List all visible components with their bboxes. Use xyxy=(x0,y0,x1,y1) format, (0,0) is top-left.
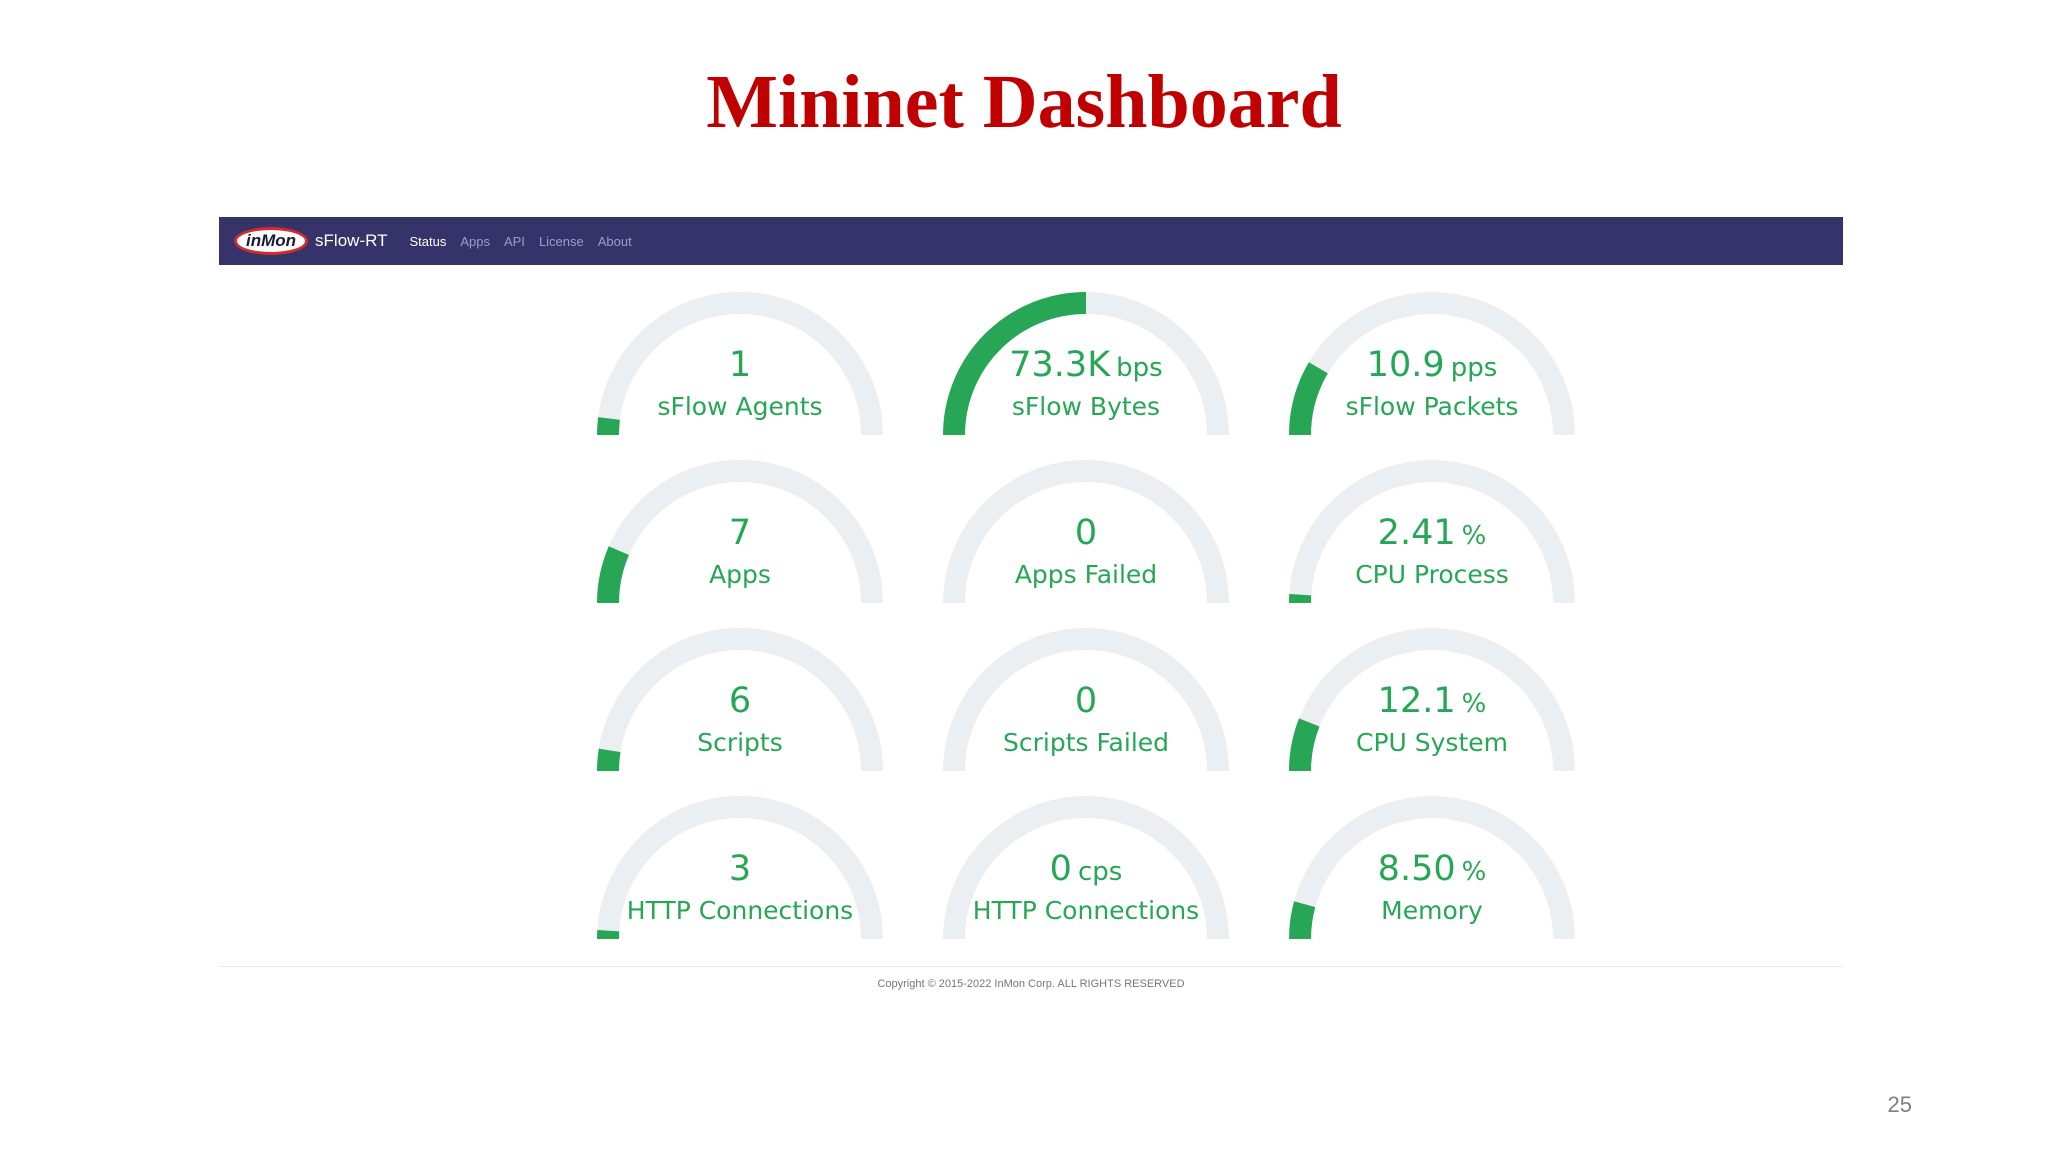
gauge-unit: pps xyxy=(1450,353,1498,383)
gauge-unit: % xyxy=(1461,689,1487,719)
gauge-unit: % xyxy=(1461,857,1487,887)
gauge: 7 Apps xyxy=(589,457,891,609)
nav-api[interactable]: API xyxy=(503,233,525,249)
gauge-label: CPU System xyxy=(1355,728,1508,757)
gauge-value: 12.1% xyxy=(1281,679,1583,726)
gauge-arc xyxy=(1289,796,1575,940)
gauge-track xyxy=(597,460,883,604)
gauge-value: 0 cps xyxy=(935,847,1237,894)
gauge-number: 2.41 xyxy=(1377,513,1456,553)
gauge-label: CPU Process xyxy=(1355,560,1509,589)
gauge-track xyxy=(597,796,883,940)
gauge-number: 0 xyxy=(1049,849,1072,889)
gauge-fill xyxy=(1289,718,1320,772)
gauge-value: 73.3K bps xyxy=(935,343,1237,390)
gauge-track xyxy=(1289,460,1575,604)
gauge-track xyxy=(1289,796,1575,940)
nav-license[interactable]: License xyxy=(538,233,584,249)
gauge-fill xyxy=(943,292,1087,436)
gauge-label: Scripts xyxy=(697,728,783,757)
gauge-unit: cps xyxy=(1077,857,1123,887)
gauge-number: 6 xyxy=(728,681,752,721)
gauge-unit: % xyxy=(1461,521,1487,551)
gauge: 73.3K bps sFlow Bytes xyxy=(935,289,1237,441)
footer-divider xyxy=(219,966,1843,967)
gauge-fill xyxy=(597,546,630,604)
gauge-value: 7 xyxy=(589,511,891,555)
gauge-fill xyxy=(1289,901,1316,940)
gauge: 6 Scripts xyxy=(589,625,891,777)
nav-status[interactable]: Status xyxy=(409,233,447,249)
gauge-number: 3 xyxy=(728,849,752,889)
gauge-label: Apps xyxy=(709,560,771,589)
gauge: 1 sFlow Agents xyxy=(589,289,891,441)
gauge-value: 1 xyxy=(589,343,891,387)
gauge-number: 7 xyxy=(728,513,752,553)
gauge-unit: bps xyxy=(1116,353,1163,383)
gauge-label: HTTP Connections xyxy=(626,896,854,925)
brand-name[interactable]: sFlow-RT xyxy=(315,231,388,250)
gauge: 10.9 pps sFlow Packets xyxy=(1281,289,1583,441)
gauge-label: Scripts Failed xyxy=(1002,728,1170,757)
gauge-fill xyxy=(1289,362,1328,436)
gauge-grid: 1 sFlow Agents 73.3K bps sFlow Bytes 10.9 pps s… xyxy=(589,289,1639,949)
gauge-value: 10.9 pps xyxy=(1281,343,1583,390)
gauge-arc xyxy=(597,460,883,604)
gauge-arc xyxy=(1289,292,1575,436)
gauge: 0 Apps Failed xyxy=(935,457,1237,609)
gauge-arc xyxy=(597,292,883,436)
gauge-track xyxy=(1289,628,1575,772)
gauge-fill xyxy=(597,417,620,436)
gauge: 3 HTTP Connections xyxy=(589,793,891,945)
gauge-number: 12.1 xyxy=(1377,681,1456,721)
gauge-arc xyxy=(597,628,883,772)
gauge-arc xyxy=(1289,628,1575,772)
gauge-label: sFlow Agents xyxy=(657,392,823,421)
gauge-value: 0 xyxy=(935,511,1237,555)
gauge-fill xyxy=(597,748,621,772)
nav-about[interactable]: About xyxy=(597,233,632,249)
gauge-label: HTTP Connections xyxy=(972,896,1200,925)
gauge-number: 1 xyxy=(728,345,752,385)
gauge-label: sFlow Bytes xyxy=(1011,392,1161,421)
gauge-value: 6 xyxy=(589,679,891,723)
gauge-arc xyxy=(943,292,1229,436)
gauge-number: 0 xyxy=(1074,513,1098,553)
gauge-value: 0 xyxy=(935,679,1237,723)
nav-apps[interactable]: Apps xyxy=(460,233,490,249)
gauge-number: 10.9 xyxy=(1366,345,1445,385)
page-number: 25 xyxy=(1887,1092,1912,1117)
gauge-track xyxy=(597,628,883,772)
gauge-label: Apps Failed xyxy=(1014,560,1158,589)
top-navbar: inMon sFlow-RT Status Apps API License A… xyxy=(219,217,1843,265)
copyright-text: Copyright © 2015-2022 InMon Corp. ALL RI… xyxy=(877,978,1185,990)
gauge-value: 2.41% xyxy=(1281,511,1583,558)
gauge-number: 0 xyxy=(1074,681,1098,721)
gauge-arc xyxy=(943,796,1229,940)
sflow-rt-screenshot: inMon sFlow-RT Status Apps API License A… xyxy=(219,217,1843,997)
gauge-number: 8.50 xyxy=(1377,849,1456,889)
gauge-track xyxy=(943,796,1229,940)
gauge-value: 8.50% xyxy=(1281,847,1583,894)
gauge: 2.41% CPU Process xyxy=(1281,457,1583,609)
gauge-track xyxy=(597,292,883,436)
inmon-logo: inMon xyxy=(234,227,309,255)
gauge-track xyxy=(943,460,1229,604)
gauge-track xyxy=(943,628,1229,772)
gauge-arc xyxy=(943,460,1229,604)
gauge-arc xyxy=(943,628,1229,772)
gauge-label: Memory xyxy=(1381,896,1483,925)
gauge-arc xyxy=(596,796,883,940)
gauge-arc xyxy=(1288,460,1575,604)
gauge: 8.50% Memory xyxy=(1281,793,1583,945)
gauge: 12.1% CPU System xyxy=(1281,625,1583,777)
gauge: 0 cps HTTP Connections xyxy=(935,793,1237,945)
gauge: 0 Scripts Failed xyxy=(935,625,1237,777)
gauge-value: 3 xyxy=(589,847,891,891)
gauge-number: 73.3K xyxy=(1009,345,1111,385)
slide-title: Mininet Dashboard xyxy=(706,60,1342,144)
gauge-label: sFlow Packets xyxy=(1345,392,1519,421)
